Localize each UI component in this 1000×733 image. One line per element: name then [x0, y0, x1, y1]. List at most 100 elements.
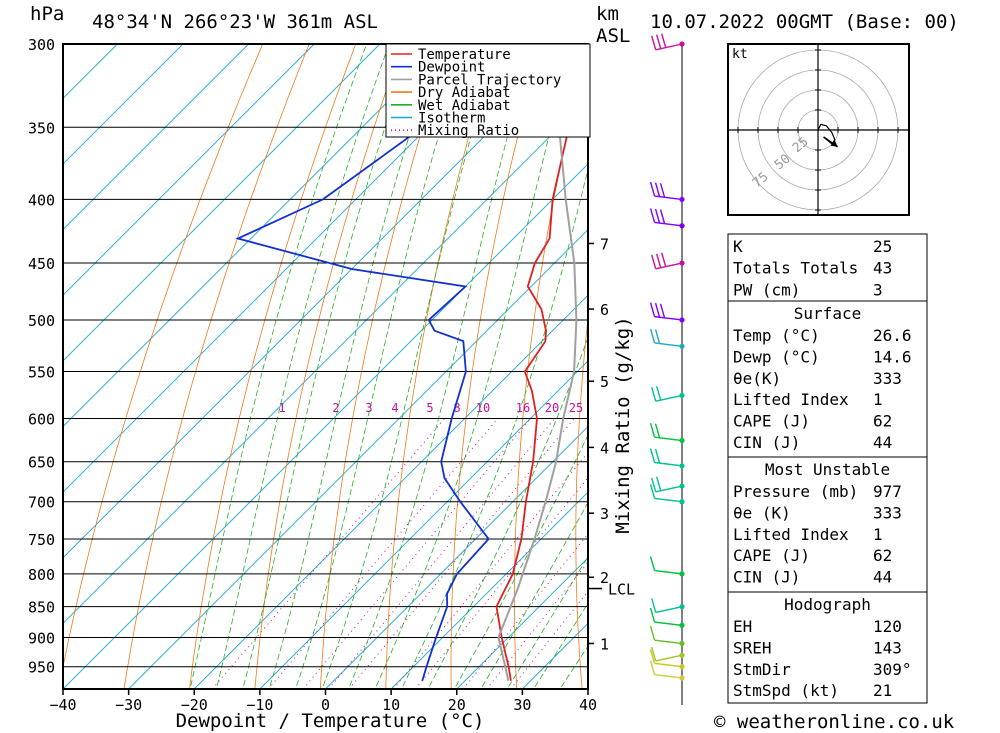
wind-barb [651, 252, 685, 270]
wind-barb-staff [654, 569, 683, 575]
index-value: 25 [873, 237, 892, 256]
x-tick-label: 20 [448, 696, 466, 714]
profile-lines [235, 44, 588, 682]
wind-barb-flag [649, 422, 656, 438]
wind-barb [649, 607, 685, 628]
isotherm-line [63, 44, 184, 165]
isotherm-line [63, 44, 578, 559]
pressure-tick-label: 650 [28, 454, 55, 472]
parcel-trajectory-line [497, 44, 578, 682]
mixing-ratio-label: 20 [545, 401, 559, 415]
mixing-ratio-axis-title: Mixing Ratio (g/kg) [612, 316, 634, 533]
dry-adiabat-line [450, 44, 543, 689]
pressure-tick-label: 700 [28, 494, 55, 512]
wet-adiabat-line [401, 167, 588, 689]
isotherm-line [63, 44, 315, 296]
wet-adiabat-line [427, 336, 588, 689]
mixing-ratio-line [302, 418, 532, 689]
wind-barb [649, 448, 685, 469]
most-unstable-box [727, 456, 928, 593]
indices-table: K 25 Totals Totals 43 PW (cm) 3 Surface Temp (°… [727, 233, 928, 704]
dry-adiabat-line [514, 44, 588, 689]
wind-barb-staff [654, 436, 683, 442]
pressure-tick-label: 350 [28, 119, 55, 137]
isotherm-line [63, 97, 588, 625]
index-label: PW (cm) [733, 280, 800, 299]
index-label: Dewp (°C) [733, 347, 820, 366]
wind-barb [651, 646, 685, 662]
mixing-ratio-label: 25 [569, 401, 583, 415]
location-title: 48°34'N 266°23'W 361m ASL [92, 11, 378, 33]
index-value: 333 [873, 369, 902, 388]
index-label: Lifted Index [733, 390, 849, 409]
wet-adiabat-line [374, 44, 574, 689]
wind-barb [649, 328, 685, 349]
index-label: θe (K) [733, 503, 791, 522]
mixing-ratio-labels: 1 2 3 4 5 8 10 16 20 25 [278, 401, 583, 415]
wind-barb-flag [651, 598, 657, 613]
x-tick-label: −10 [246, 696, 273, 714]
x-tick-label: −30 [115, 696, 142, 714]
wind-barb-flag [649, 181, 656, 197]
wind-barb-dot [679, 664, 685, 670]
wind-barb-dot [679, 571, 685, 577]
index-label: CAPE (J) [733, 412, 810, 431]
wind-barb-staff [654, 621, 683, 627]
mixing-ratio-label: 2 [332, 401, 339, 415]
legend-label: Mixing Ratio [418, 123, 519, 139]
wind-barb-flag [649, 625, 656, 641]
dry-adiabat-line [385, 44, 496, 689]
wind-barb-staff [655, 654, 683, 662]
mixing-ratio-label: 3 [365, 401, 372, 415]
km-tick-labels: 1 2 3 4 5 6 7 LCL [588, 235, 635, 653]
isotherm-line [63, 44, 249, 231]
pressure-tick-label: 300 [28, 36, 55, 54]
pressure-tick-label: 850 [28, 599, 55, 617]
index-label: Totals Totals [733, 259, 858, 278]
legend-label: Isotherm [418, 111, 485, 127]
index-value: 21 [873, 681, 892, 700]
pressure-tick-label: 600 [28, 410, 55, 428]
wind-barb-flag [649, 660, 656, 675]
legend-label: Wet Adiabat [418, 98, 511, 114]
index-value: 26.6 [873, 326, 912, 345]
index-label: Lifted Index [733, 525, 849, 544]
km-tick-label: 4 [600, 439, 609, 457]
dry-adiabat-line [63, 44, 264, 669]
dry-adiabat-line [320, 44, 450, 689]
legend-label: Dry Adiabat [418, 85, 511, 101]
index-value: 62 [873, 546, 892, 565]
credit-label: © weatheronline.co.uk [714, 711, 955, 733]
isotherm-line [456, 557, 588, 689]
hodograph-box [727, 591, 928, 704]
wind-barb-flag [649, 556, 656, 571]
index-label: θe(K) [733, 369, 781, 388]
wind-barb-flag [651, 646, 657, 662]
wind-barb-staff [654, 315, 683, 321]
isotherm-line [63, 44, 446, 428]
wind-barb-flag [656, 476, 662, 492]
wind-barb [649, 484, 685, 505]
mixing-ratio-label: 10 [476, 401, 490, 415]
wind-barbs [649, 33, 685, 681]
isotherm-line [259, 360, 588, 689]
index-label: CIN (J) [733, 433, 800, 452]
wind-barb [649, 422, 685, 444]
wind-barb-flag [654, 423, 661, 438]
dewpoint-line [235, 44, 538, 682]
index-label: StmDir [733, 660, 791, 679]
wet-adiabat-line [480, 501, 588, 689]
dry-adiabat-line [693, 44, 728, 689]
index-value: 3 [873, 280, 883, 299]
wind-barb-flag [659, 183, 666, 198]
isotherm-line [63, 44, 381, 362]
pressure-tick-labels: 300 350 400 450 500 550 600 650 700 750 800 850 900 9… [28, 36, 55, 677]
index-label: CIN (J) [733, 568, 800, 587]
hodograph-arrow-head [830, 139, 838, 147]
index-label: Temp (°C) [733, 326, 820, 345]
wind-barb-flag [649, 448, 656, 463]
dry-adiabat-line [254, 44, 403, 689]
